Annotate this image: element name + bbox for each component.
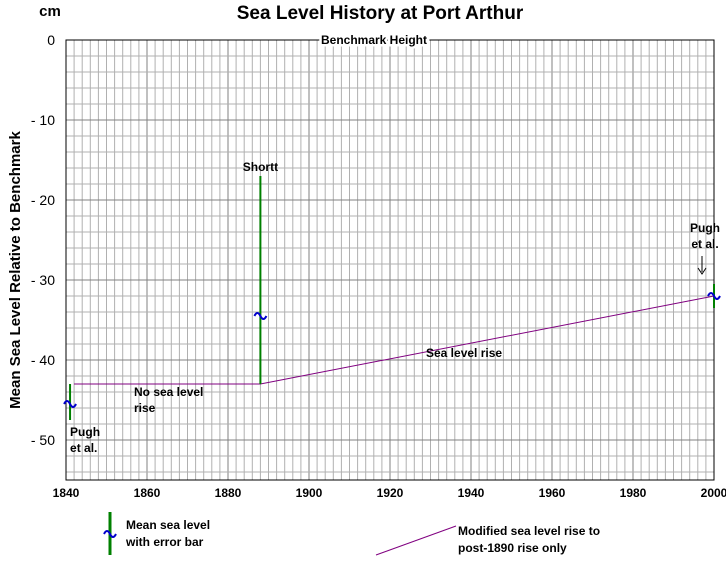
annotation-no-rise-line2: rise [134,401,156,415]
legend-line: Modified sea level rise to post-1890 ris… [375,524,600,556]
mean-marker [253,312,268,320]
legend-error-bar-line2: with error bar [125,535,204,549]
chart-title: Sea Level History at Port Arthur [237,3,524,24]
measurement-label: et al. [70,441,97,455]
legend-line-swatch [375,525,457,556]
y-tick-label: - 20 [31,192,55,208]
y-tick-label: - 40 [31,352,55,368]
legend: Mean sea level with error bar Modified s… [103,512,600,556]
y-axis-label: Mean Sea Level Relative to Benchmark [7,131,24,409]
y-tick-label: - 10 [31,112,55,128]
annotation-no-rise: No sea level rise [134,385,203,415]
series-line [74,295,715,385]
measurement: Pugh et al. [690,221,721,308]
y-tick-label: - 50 [31,432,55,448]
measurement: Shortt [243,160,278,384]
mean-marker [707,292,721,300]
x-tick-label: 1920 [377,486,404,500]
mean-marker [63,400,77,408]
legend-mean-marker [103,530,117,538]
x-tick-label: 1960 [539,486,566,500]
x-tick-label: 1860 [134,486,161,500]
legend-line-line1: Modified sea level rise to [458,524,600,538]
series-layer [74,295,715,385]
grid [65,39,715,480]
measurement-label: Pugh [690,221,720,235]
measurements-layer: Pugh et al. Shortt Pugh et al. [63,160,721,455]
legend-error-bar: Mean sea level with error bar [103,512,210,555]
y-unit-label: cm [39,3,61,20]
y-axis-ticks: 0 - 10 - 20 - 30 - 40 - 50 [31,32,55,448]
x-tick-label: 1880 [215,486,242,500]
measurement-label: Shortt [243,160,278,174]
y-tick-label: 0 [47,32,55,48]
arrow-head [697,267,707,275]
x-tick-label: 1840 [53,486,80,500]
x-tick-label: 1980 [620,486,647,500]
plot-frame [65,39,715,481]
legend-line-line2: post-1890 rise only [458,541,567,555]
annotation-rise: Sea level rise [426,346,502,360]
annotation-no-rise-line1: No sea level [134,385,203,399]
y-tick-label: - 30 [31,272,55,288]
x-tick-label: 1900 [296,486,323,500]
measurement-label: et al. [691,237,718,251]
legend-error-bar-line1: Mean sea level [126,518,210,532]
benchmark-label: Benchmark Height [321,33,427,47]
measurement-label: Pugh [70,425,100,439]
x-tick-label: 2000 [701,486,726,500]
measurement: Pugh et al. [63,384,100,455]
x-axis-ticks: 1840 1860 1880 1900 1920 1940 1960 1980 2000 [53,486,726,500]
x-tick-label: 1940 [458,486,485,500]
